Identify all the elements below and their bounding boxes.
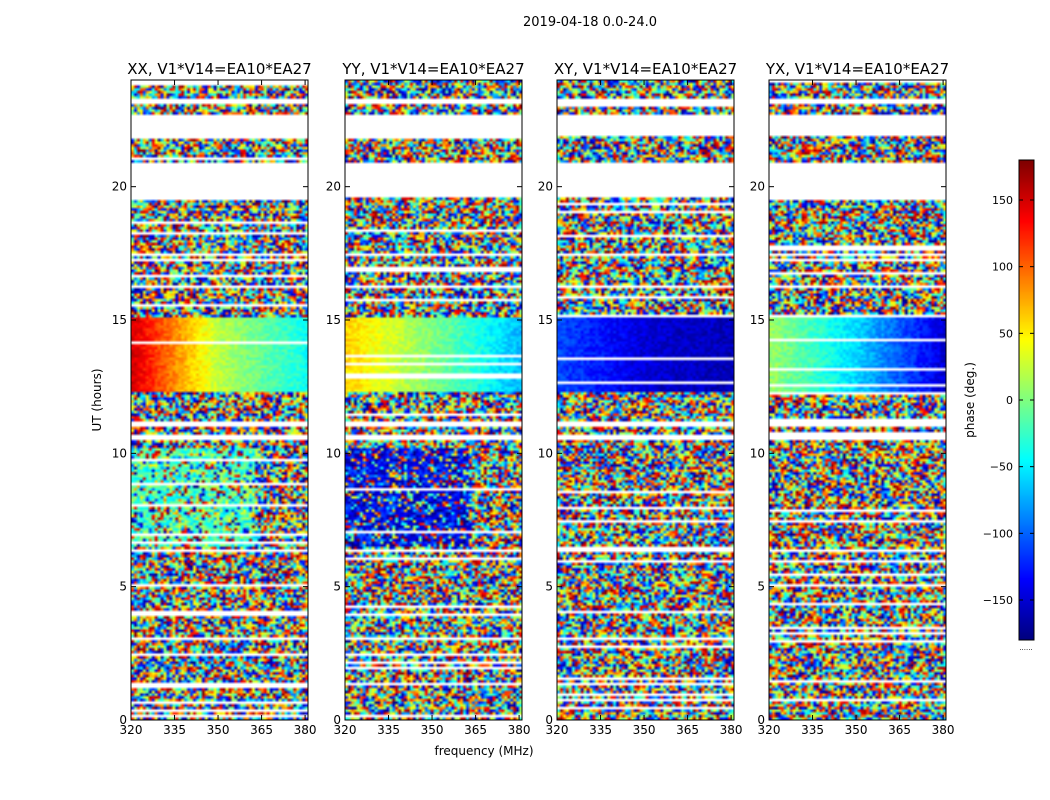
colorbar-tick-label: 100 <box>992 261 1013 274</box>
panel-1: XX, V1*V14=EA10*EA27 320 335 350 365 380 0 5 10 1… <box>112 60 317 737</box>
colorbar-tick-label: −150 <box>983 594 1013 607</box>
x-tick-label: 350 <box>421 723 444 737</box>
plot-frame <box>344 79 523 721</box>
colorbar-gradient <box>1019 160 1034 640</box>
heatmap-image <box>557 80 734 720</box>
x-tick-label: 335 <box>377 723 400 737</box>
heatmap-image <box>769 80 946 720</box>
y-tick-label: 0 <box>333 713 341 727</box>
x-tick-label: 365 <box>676 723 699 737</box>
panels: XX, V1*V14=EA10*EA27 320 335 350 365 380 0 5 10 1… <box>112 60 955 737</box>
colorbar-tick-label: 150 <box>992 194 1013 207</box>
x-tick-label: 335 <box>163 723 186 737</box>
y-tick-label: 15 <box>112 313 127 327</box>
x-tick-label: 350 <box>207 723 230 737</box>
y-tick-label: 15 <box>750 313 765 327</box>
colorbar-tick-label: −50 <box>990 461 1013 474</box>
y-tick-label: 5 <box>545 580 553 594</box>
x-tick-label: 380 <box>720 723 743 737</box>
panel-title: XX, V1*V14=EA10*EA27 <box>127 60 311 78</box>
x-tick-label: 365 <box>888 723 911 737</box>
y-tick-label: 5 <box>757 580 765 594</box>
y-tick-label: 10 <box>750 446 765 460</box>
x-tick-label: 350 <box>633 723 656 737</box>
y-tick-label: 0 <box>757 713 765 727</box>
y-tick-label: 20 <box>750 180 765 194</box>
colorbar-label: phase (deg.) <box>963 362 977 438</box>
y-tick-label: 0 <box>119 713 127 727</box>
y-tick-label: 15 <box>326 313 341 327</box>
y-tick-label: 15 <box>538 313 553 327</box>
colorbar-tick-label: 0 <box>1006 394 1013 407</box>
x-tick-label: 350 <box>845 723 868 737</box>
x-tick-label: 320 <box>546 723 569 737</box>
x-tick-label: 380 <box>932 723 955 737</box>
y-tick-label: 5 <box>333 580 341 594</box>
panel-title: YX, V1*V14=EA10*EA27 <box>765 60 949 78</box>
x-tick-label: 365 <box>250 723 273 737</box>
y-tick-label: 20 <box>538 180 553 194</box>
plot-frame <box>130 79 309 721</box>
y-axis-label: UT (hours) <box>90 368 104 431</box>
y-tick-label: 0 <box>545 713 553 727</box>
x-tick-label: 335 <box>801 723 824 737</box>
colorbar-tick-label: 50 <box>999 327 1013 340</box>
x-tick-label: 320 <box>334 723 357 737</box>
heatmap-image <box>345 80 522 720</box>
panel-title: YY, V1*V14=EA10*EA27 <box>341 60 524 78</box>
panel-4: YX, V1*V14=EA10*EA27 320 335 350 365 380 0 5 10 1… <box>750 60 955 737</box>
x-tick-label: 380 <box>294 723 317 737</box>
x-tick-label: 335 <box>589 723 612 737</box>
y-tick-label: 5 <box>119 580 127 594</box>
x-axis-label: frequency (MHz) <box>434 744 533 758</box>
x-tick-label: 365 <box>464 723 487 737</box>
panel-3: XY, V1*V14=EA10*EA27 320 335 350 365 380 0 5 10 1… <box>538 60 743 737</box>
colorbar-tick-label: −100 <box>983 527 1013 540</box>
y-tick-label: 20 <box>112 180 127 194</box>
x-tick-label: 320 <box>120 723 143 737</box>
figure-title: 2019-04-18 0.0-24.0 <box>523 15 657 30</box>
x-tick-label: 380 <box>508 723 531 737</box>
y-tick-label: 10 <box>326 446 341 460</box>
plot-frame <box>556 79 735 721</box>
panel-title: XY, V1*V14=EA10*EA27 <box>554 60 737 78</box>
y-tick-label: 20 <box>326 180 341 194</box>
y-tick-label: 10 <box>112 446 127 460</box>
y-tick-label: 10 <box>538 446 553 460</box>
panel-2: YY, V1*V14=EA10*EA27 320 335 350 365 380 0 5 10 1… <box>326 60 531 737</box>
colorbar-footer: ...... <box>1019 644 1032 652</box>
plot-frame <box>768 79 947 721</box>
heatmap-image <box>131 80 308 720</box>
colorbar: 150 100 50 0 −50 −100 −150 <box>983 159 1035 641</box>
x-tick-label: 320 <box>758 723 781 737</box>
